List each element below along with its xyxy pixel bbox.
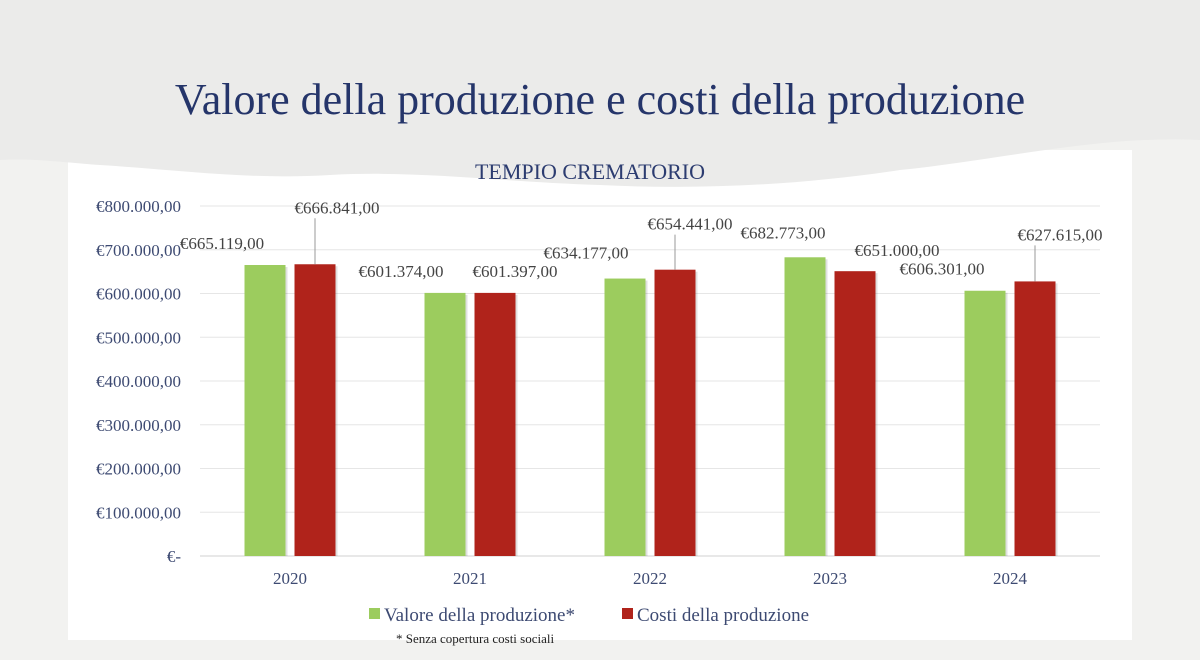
slide-title: Valore della produzione e costi della pr… — [174, 75, 1026, 124]
bar-costi-2024 — [1014, 281, 1056, 556]
chart-footnote: * Senza copertura costi sociali — [396, 631, 554, 646]
y-tick-label: €700.000,00 — [96, 241, 181, 260]
legend-swatch-valore — [369, 608, 380, 619]
data-label: €606.301,00 — [900, 260, 985, 279]
x-tick-label: 2021 — [453, 569, 487, 588]
data-label: €654.441,00 — [648, 215, 733, 234]
y-tick-label: €800.000,00 — [96, 197, 181, 216]
y-tick-label: €600.000,00 — [96, 285, 181, 304]
bar-costi-2021 — [474, 292, 516, 556]
data-label: €665.119,00 — [180, 234, 264, 253]
bar-valore-2022 — [604, 278, 646, 556]
legend-label-costi: Costi della produzione — [637, 605, 809, 626]
y-tick-label: €400.000,00 — [96, 372, 181, 391]
data-label: €651.000,00 — [855, 241, 940, 260]
y-tick-label: €100.000,00 — [96, 503, 181, 522]
chart-title: TEMPIO CREMATORIO — [475, 159, 705, 184]
data-label: €634.177,00 — [544, 244, 629, 263]
legend-label-valore: Valore della produzione* — [384, 605, 575, 626]
bar-costi-2023 — [834, 271, 876, 556]
data-label: €601.374,00 — [359, 262, 444, 281]
x-tick-label: 2022 — [633, 569, 667, 588]
y-tick-label: €300.000,00 — [96, 416, 181, 435]
y-tick-label: €- — [167, 547, 182, 566]
bar-costi-2022 — [654, 269, 696, 556]
data-label: €666.841,00 — [295, 198, 380, 217]
bar-valore-2024 — [964, 290, 1006, 556]
x-tick-label: 2024 — [993, 569, 1028, 588]
x-tick-label: 2020 — [273, 569, 307, 588]
data-label: €682.773,00 — [741, 223, 826, 242]
bar-valore-2020 — [244, 265, 286, 556]
y-tick-label: €200.000,00 — [96, 460, 181, 479]
bar-valore-2021 — [424, 292, 466, 556]
bar-valore-2023 — [784, 257, 826, 556]
data-label: €601.397,00 — [473, 262, 558, 281]
bar-costi-2020 — [294, 264, 336, 556]
x-tick-label: 2023 — [813, 569, 847, 588]
data-label: €627.615,00 — [1018, 225, 1103, 244]
y-tick-label: €500.000,00 — [96, 328, 181, 347]
legend-swatch-costi — [622, 608, 633, 619]
